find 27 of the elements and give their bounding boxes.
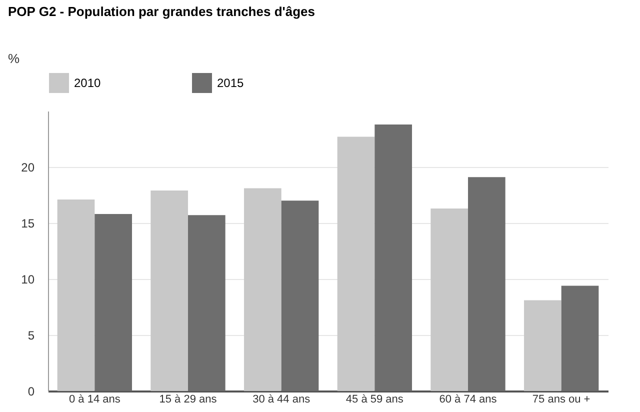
x-tick-label: 30 à 44 ans xyxy=(252,394,311,406)
chart-title: POP G2 - Population par grandes tranches d'âges xyxy=(8,4,315,19)
y-tick-label: 10 xyxy=(21,272,35,286)
x-tick-label: 60 à 74 ans xyxy=(439,394,498,406)
legend-label: 2015 xyxy=(217,76,244,90)
y-tick-label: 0 xyxy=(28,384,35,398)
x-tick-label: 45 à 59 ans xyxy=(346,394,404,406)
bar xyxy=(150,190,188,391)
x-tick-label: 0 à 14 ans xyxy=(68,394,121,406)
bar xyxy=(524,300,562,391)
bar xyxy=(57,199,95,391)
x-tick-label: 15 à 29 ans xyxy=(159,394,218,406)
bar xyxy=(281,200,319,391)
bar xyxy=(244,188,282,391)
x-tick-label: 75 ans ou + xyxy=(532,394,590,406)
bar xyxy=(337,136,375,391)
y-tick-label: 5 xyxy=(28,328,35,342)
y-axis-title: % xyxy=(8,51,20,66)
y-tick-label: 15 xyxy=(21,216,35,230)
bar xyxy=(430,208,468,391)
bar xyxy=(561,286,599,391)
y-tick-label: 20 xyxy=(21,160,35,174)
bar xyxy=(188,215,226,391)
bar xyxy=(468,177,506,391)
bar xyxy=(374,124,412,391)
bar xyxy=(94,214,132,391)
legend-label: 2010 xyxy=(74,76,102,90)
